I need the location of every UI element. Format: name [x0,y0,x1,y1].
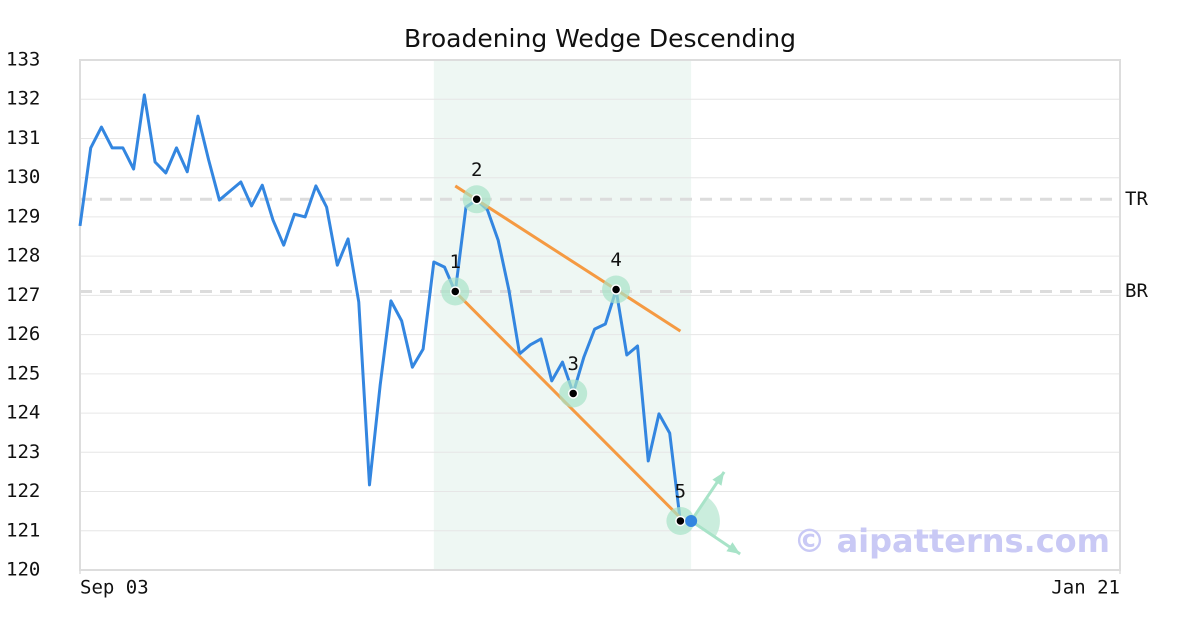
pivot-label: 4 [610,249,621,271]
pattern-region [433,60,692,570]
pivot-point [610,284,622,295]
x-tick-label: Sep 03 [80,577,149,599]
level-label: BR [1125,280,1148,302]
y-tick-label: 128 [6,245,40,267]
pivot-point [471,194,482,205]
y-tick-label: 132 [6,88,40,110]
chart-title: Broadening Wedge Descending [404,24,796,53]
pivot-label: 2 [471,159,482,181]
pivot-point [675,515,686,527]
arrow-head [726,542,741,554]
y-tick-label: 131 [6,127,40,149]
trend-line [454,184,682,333]
price-line [78,93,682,523]
pivot-point [450,286,461,297]
y-tick-label: 126 [6,323,40,345]
pivot-label: 5 [675,480,686,502]
pivot-label: 1 [450,251,461,273]
y-tick-label: 129 [6,205,40,227]
y-tick-label: 121 [6,519,40,541]
y-tick-label: 123 [6,441,40,463]
y-tick-label: 120 [6,559,40,581]
x-tick-label: Jan 21 [1051,577,1120,599]
arrow-head [712,471,725,486]
y-tick-label: 125 [6,362,40,384]
pivot-point [567,388,579,399]
pivot-label: 3 [567,353,578,375]
y-tick-label: 130 [6,166,40,188]
current-point [685,514,698,527]
watermark: © aipatterns.com [793,522,1110,560]
plot-frame [79,59,1121,571]
y-tick-label: 127 [6,284,40,306]
y-tick-label: 122 [6,480,40,502]
projection-wedge [691,496,720,537]
y-tick-label: 133 [6,49,40,71]
y-tick-label: 124 [6,402,40,424]
level-label: TR [1125,188,1148,210]
